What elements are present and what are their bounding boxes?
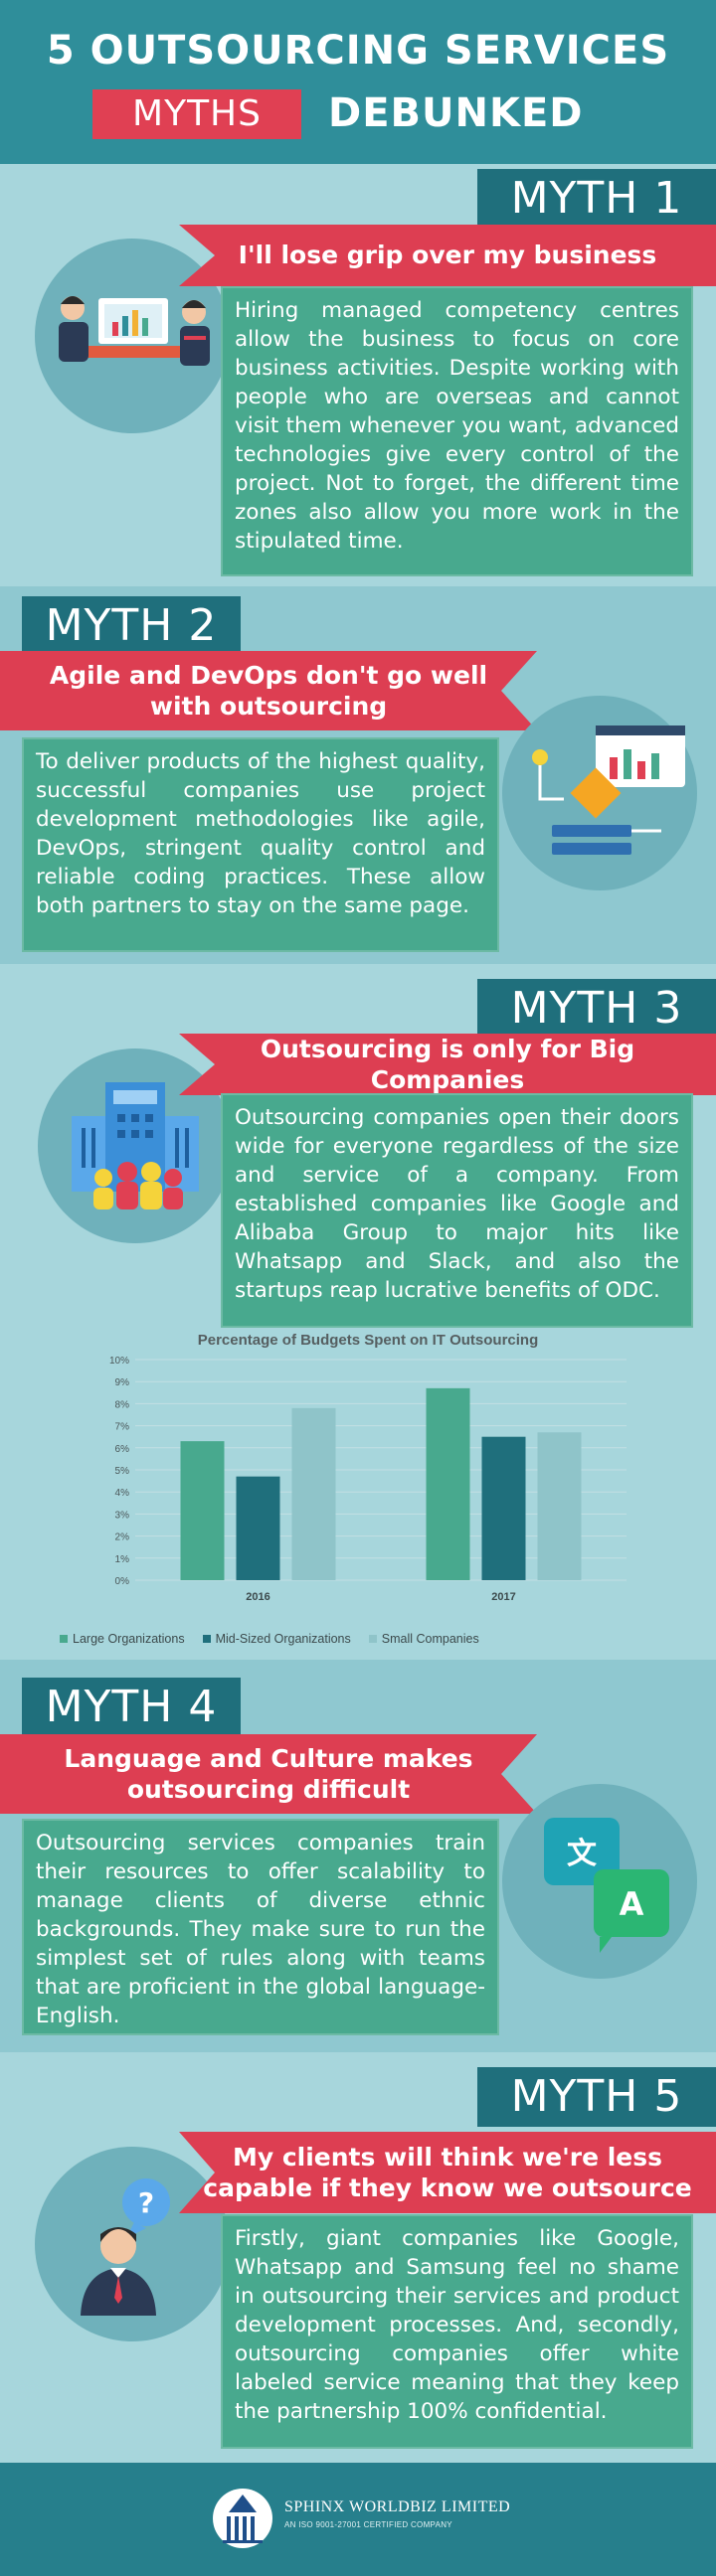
company-logo-icon bbox=[213, 2489, 272, 2548]
y-tick-label: 1% bbox=[115, 1554, 130, 1565]
y-tick-label: 5% bbox=[115, 1466, 130, 1477]
question-person-icon: ? bbox=[35, 2147, 230, 2341]
workflow-dashboard-icon bbox=[502, 696, 697, 890]
bar-large-organizations-2016 bbox=[180, 1441, 225, 1580]
myth-2-headline: Agile and DevOps don't go well with outs… bbox=[0, 651, 537, 730]
legend-label: Large Organizations bbox=[73, 1632, 185, 1646]
company-tagline: AN ISO 9001-27001 CERTIFIED COMPANY bbox=[284, 2520, 452, 2529]
legend-swatch bbox=[202, 1635, 211, 1643]
x-tick-label: 2016 bbox=[246, 1591, 269, 1603]
y-tick-label: 7% bbox=[115, 1422, 130, 1433]
chart-legend: Large Organizations Mid-Sized Organizatio… bbox=[60, 1632, 656, 1646]
bar-mid-sized-organizations-2017 bbox=[481, 1436, 526, 1580]
page-title: 5 OUTSOURCING SERVICES bbox=[46, 28, 670, 74]
budget-chart: Percentage of Budgets Spent on IT Outsou… bbox=[99, 1332, 636, 1660]
myth-1-body: Hiring managed competency centres allow … bbox=[221, 286, 693, 576]
myth-4-tag: MYTH 4 bbox=[22, 1678, 241, 1737]
legend-swatch bbox=[368, 1635, 377, 1643]
x-tick-label: 2017 bbox=[491, 1591, 515, 1603]
company-name: SPHINX WORLDBIZ LIMITED bbox=[284, 2498, 511, 2515]
myth-5-body: Firstly, giant companies like Google, Wh… bbox=[221, 2214, 693, 2449]
svg-text:A: A bbox=[620, 1885, 644, 1923]
bar-small-companies-2016 bbox=[291, 1407, 336, 1580]
bar-small-companies-2017 bbox=[537, 1432, 582, 1580]
y-tick-label: 6% bbox=[115, 1444, 130, 1455]
myth-1-tag: MYTH 1 bbox=[477, 169, 716, 229]
myth-2-tag: MYTH 2 bbox=[22, 596, 241, 656]
myth-4-headline: Language and Culture makes outsourcing d… bbox=[0, 1734, 537, 1814]
myth-3-headline: Outsourcing is only for Big Companies bbox=[179, 1034, 716, 1095]
myth-3-body: Outsourcing companies open their doors w… bbox=[221, 1093, 693, 1328]
chart-svg: 0% 1% 2% 3% 4% 5% 6% 7% 8% 9% 10% 2016 2017 bbox=[109, 1356, 626, 1603]
y-tick-label: 8% bbox=[115, 1399, 130, 1410]
legend-item: Small Companies bbox=[368, 1632, 479, 1646]
y-tick-label: 3% bbox=[115, 1510, 130, 1521]
svg-text:?: ? bbox=[138, 2186, 154, 2219]
myth-3-tag: MYTH 3 bbox=[477, 979, 716, 1039]
y-tick-label: 10% bbox=[109, 1356, 129, 1367]
myth-2-body: To deliver products of the highest quali… bbox=[22, 737, 499, 952]
footer: SPHINX WORLDBIZ LIMITED AN ISO 9001-2700… bbox=[0, 2463, 716, 2576]
legend-item: Large Organizations bbox=[60, 1632, 185, 1646]
y-tick-label: 4% bbox=[115, 1488, 130, 1499]
header: 5 OUTSOURCING SERVICES MYTHS DEBUNKED bbox=[0, 0, 716, 164]
myths-label: MYTHS bbox=[92, 89, 301, 139]
legend-item: Mid-Sized Organizations bbox=[202, 1632, 351, 1646]
translate-icon: 文 A bbox=[502, 1784, 697, 1979]
y-tick-label: 9% bbox=[115, 1377, 130, 1388]
myth-1-headline: I'll lose grip over my business bbox=[179, 225, 716, 286]
legend-swatch bbox=[60, 1635, 68, 1643]
bar-large-organizations-2017 bbox=[426, 1387, 470, 1580]
debunked-label: DEBUNKED bbox=[328, 90, 584, 136]
legend-label: Mid-Sized Organizations bbox=[215, 1632, 351, 1646]
myth-4-body: Outsourcing services companies train the… bbox=[22, 1819, 499, 2035]
bar-mid-sized-organizations-2016 bbox=[236, 1476, 280, 1580]
myth-5-tag: MYTH 5 bbox=[477, 2067, 716, 2127]
myth-5-headline: My clients will think we're less capable… bbox=[179, 2132, 716, 2213]
chart-title: Percentage of Budgets Spent on IT Outsou… bbox=[197, 1332, 539, 1349]
y-tick-label: 2% bbox=[115, 1532, 130, 1543]
legend-label: Small Companies bbox=[381, 1632, 479, 1646]
y-tick-label: 0% bbox=[115, 1576, 130, 1587]
svg-text:文: 文 bbox=[567, 1837, 597, 1871]
